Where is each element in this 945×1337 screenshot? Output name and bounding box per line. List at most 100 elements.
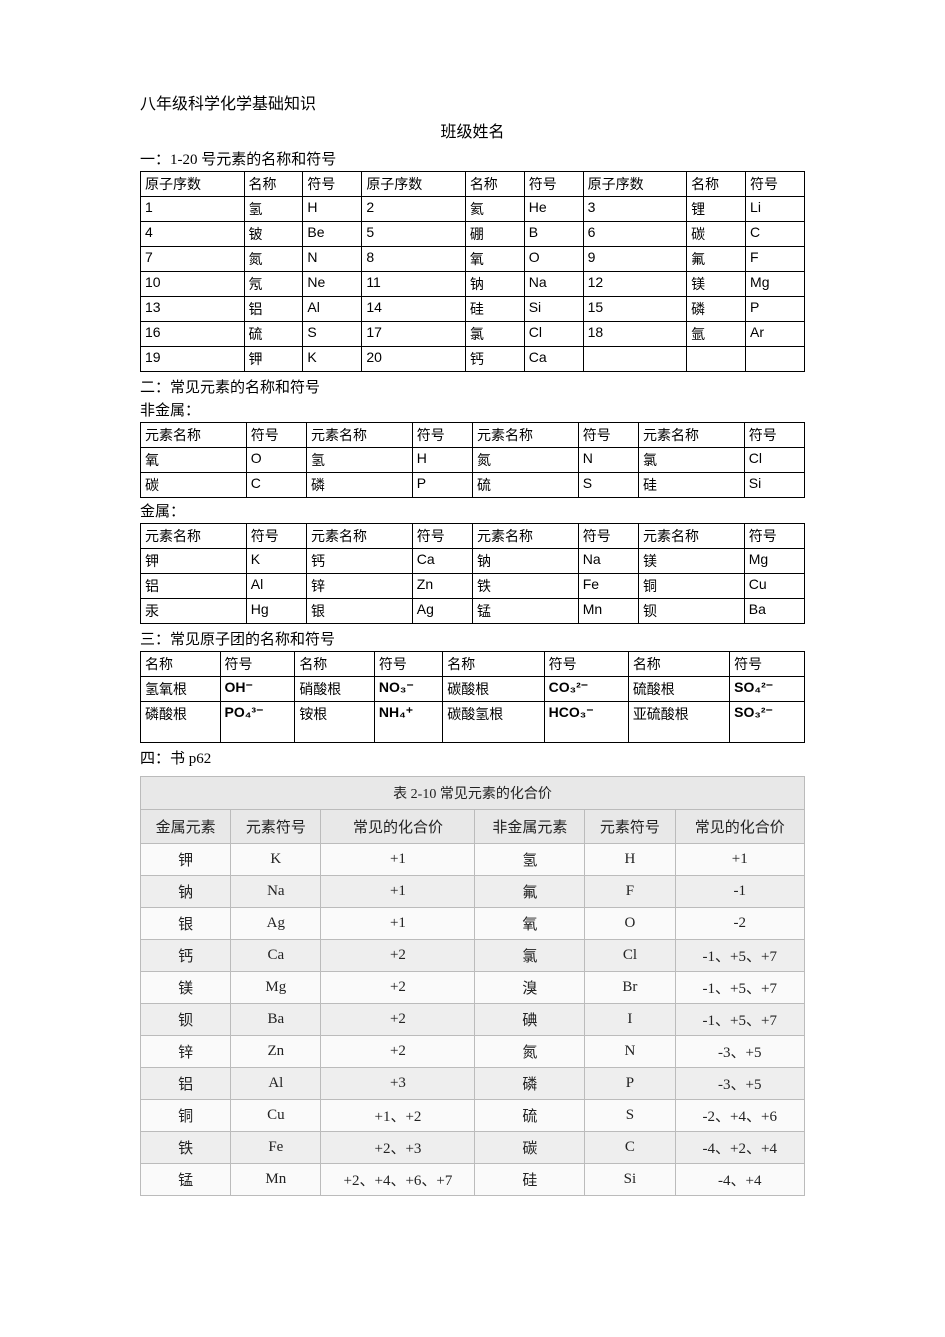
cell: +2 [321,940,475,972]
col-header: 符号 [524,172,583,197]
table-row: 锌Zn+2氮N-3、+5 [141,1036,805,1068]
cell: 氢 [475,844,585,876]
cell: 汞 [141,599,247,624]
cell: 18 [583,322,687,347]
col-header: 符号 [246,524,306,549]
cell: 碘 [475,1004,585,1036]
table-row: 铝Al+3磷P-3、+5 [141,1068,805,1100]
col-header: 元素名称 [638,524,744,549]
col-header: 符号 [220,652,295,677]
elements-1-20-table: 原子序数 名称 符号 原子序数 名称 符号 原子序数 名称 符号 1氢H2氦He… [140,171,805,372]
table-row: 铝Al锌Zn铁Fe铜Cu [141,574,805,599]
cell: Fe [231,1132,321,1164]
cell: 氮 [244,247,303,272]
radical-table: 名称 符号 名称 符号 名称 符号 名称 符号 氢氧根OH⁻硝酸根NO₃⁻碳酸根… [140,651,805,743]
page-title: 八年级科学化学基础知识 [140,90,805,114]
cell: 钠 [465,272,524,297]
cell: S [303,322,362,347]
cell: 氖 [244,272,303,297]
cell: 5 [362,222,466,247]
col-header: 元素符号 [585,810,675,844]
cell: 钾 [141,844,231,876]
cell: -4、+2、+4 [675,1132,804,1164]
cell: Mg [744,549,804,574]
col-header: 符号 [303,172,362,197]
cell: 铝 [141,1068,231,1100]
cell [687,347,746,372]
col-header: 名称 [687,172,746,197]
cell: Br [585,972,675,1004]
cell: 铵根 [295,702,375,743]
cell: SO₄²⁻ [730,677,805,702]
cell: 铜 [638,574,744,599]
cell: Ag [412,599,472,624]
cell: 氢 [306,448,412,473]
col-header: 符号 [544,652,628,677]
cell: HCO₃⁻ [544,702,628,743]
cell: 铁 [141,1132,231,1164]
cell: +2 [321,1004,475,1036]
cell: -1、+5、+7 [675,1004,804,1036]
cell: 铝 [244,297,303,322]
cell: Cl [524,322,583,347]
cell: 铜 [141,1100,231,1132]
col-header: 金属元素 [141,810,231,844]
metal-label: 金属： [140,500,805,521]
cell: 氯 [475,940,585,972]
cell: Ca [524,347,583,372]
section-3-label: 三：常见原子团的名称和符号 [140,628,805,649]
cell: 钙 [465,347,524,372]
cell: 磷 [306,473,412,498]
cell: 铁 [472,574,578,599]
cell: 银 [141,908,231,940]
cell: 19 [141,347,245,372]
cell: 硫 [472,473,578,498]
cell: 锌 [306,574,412,599]
table-row: 磷酸根PO₄³⁻铵根NH₄⁺碳酸氢根HCO₃⁻亚硫酸根SO₃²⁻ [141,702,805,743]
table-row: 氢氧根OH⁻硝酸根NO₃⁻碳酸根CO₃²⁻硫酸根SO₄²⁻ [141,677,805,702]
cell: 10 [141,272,245,297]
cell: F [746,247,805,272]
cell: I [585,1004,675,1036]
cell: Ag [231,908,321,940]
col-header: 元素名称 [306,524,412,549]
section-4-label: 四：书 p62 [140,747,805,768]
cell: Na [231,876,321,908]
cell: +2、+4、+6、+7 [321,1164,475,1196]
cell: 8 [362,247,466,272]
col-header: 元素名称 [638,423,744,448]
page-subtitle: 班级姓名 [140,118,805,142]
col-header: 元素符号 [231,810,321,844]
table-row: 锰Mn+2、+4、+6、+7硅Si-4、+4 [141,1164,805,1196]
cell: F [585,876,675,908]
cell: 7 [141,247,245,272]
col-header: 符号 [374,652,442,677]
col-header: 符号 [246,423,306,448]
table-row: 19钾K20钙Ca [141,347,805,372]
cell: +1 [321,876,475,908]
cell: Mg [746,272,805,297]
section-2-label: 二：常见元素的名称和符号 [140,376,805,397]
cell: 硫 [244,322,303,347]
cell [746,347,805,372]
col-header: 符号 [578,423,638,448]
table-row: 铜Cu+1、+2硫S-2、+4、+6 [141,1100,805,1132]
cell: Be [303,222,362,247]
col-header: 元素名称 [306,423,412,448]
cell: -3、+5 [675,1068,804,1100]
cell: 硫酸根 [628,677,729,702]
cell: C [746,222,805,247]
col-header: 原子序数 [362,172,466,197]
section-1-label: 一：1-20 号元素的名称和符号 [140,148,805,169]
cell: 钙 [306,549,412,574]
nonmetal-label: 非金属： [140,399,805,420]
cell: Al [303,297,362,322]
col-header: 原子序数 [141,172,245,197]
cell: 16 [141,322,245,347]
col-header: 名称 [244,172,303,197]
cell: Mg [231,972,321,1004]
cell: +3 [321,1068,475,1100]
table-row: 元素名称 符号 元素名称 符号 元素名称 符号 元素名称 符号 [141,524,805,549]
cell: K [246,549,306,574]
cell: 硅 [465,297,524,322]
